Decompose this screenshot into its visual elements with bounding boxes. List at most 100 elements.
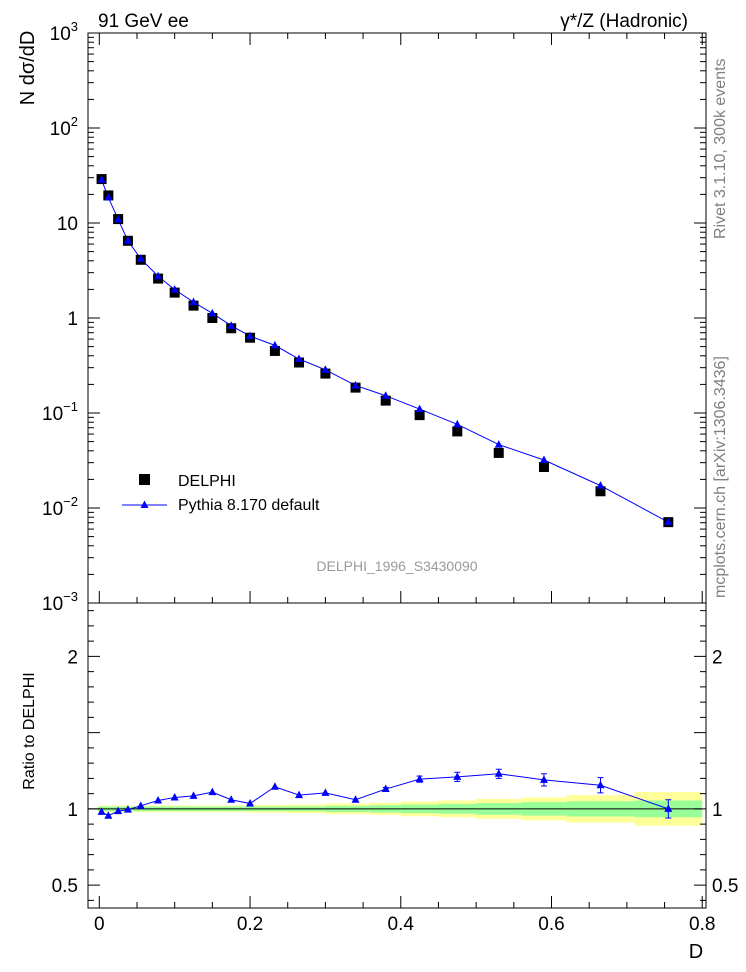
ratio-point xyxy=(208,787,217,796)
delphi-point xyxy=(414,410,425,421)
ratio-point xyxy=(246,799,255,807)
ratio-frame xyxy=(87,602,707,909)
x-axis-label: D xyxy=(689,941,703,963)
pythia-point xyxy=(381,391,390,399)
ratio-point xyxy=(114,806,123,815)
ratio-y-tick-label-right: 2 xyxy=(712,647,723,668)
ratio-point xyxy=(227,795,236,803)
ratio-line xyxy=(101,773,669,817)
legend: DELPHI Pythia 8.170 default xyxy=(122,473,320,514)
mcplots-reference-label: mcplots.cern.ch [arXiv:1306.3436] xyxy=(712,356,729,598)
ratio-x-tick-label: 0 xyxy=(94,914,105,935)
header-left: 91 GeV ee xyxy=(98,11,189,32)
main-frame xyxy=(87,32,707,604)
delphi-point xyxy=(294,357,305,368)
ratio-point xyxy=(295,790,304,799)
main-y-tick-label: 102 xyxy=(50,114,78,140)
ratio-point xyxy=(664,804,673,812)
main-y-tick-text: 10−2 xyxy=(42,494,78,520)
pythia-point xyxy=(208,308,217,317)
main-y-tick-text: 10 xyxy=(57,214,78,235)
delphi-point xyxy=(207,313,218,323)
pythia-point xyxy=(104,192,113,201)
ratio-y-tick-label-right: 1 xyxy=(712,800,723,821)
ratio-point xyxy=(189,791,198,799)
main-y-axis-label: N dσ/dD xyxy=(17,31,39,106)
ratio-point xyxy=(270,782,279,790)
legend-delphi-label: DELPHI xyxy=(178,473,236,490)
ratio-y-axis-label: Ratio to DELPHI xyxy=(21,672,38,789)
delphi-point xyxy=(538,462,549,473)
pythia-point xyxy=(596,481,605,489)
delphi-point xyxy=(595,486,606,497)
pythia-point xyxy=(494,440,503,448)
ratio-point xyxy=(97,807,106,815)
pythia-point xyxy=(97,175,106,183)
pythia-point xyxy=(453,419,462,428)
delphi-point xyxy=(452,426,463,437)
ratio-x-tick-label: 0.2 xyxy=(237,914,263,935)
main-y-tick-label: 1 xyxy=(67,309,78,330)
ratio-point xyxy=(415,774,424,783)
ratio-point xyxy=(321,788,330,796)
pythia-point xyxy=(227,321,236,329)
main-y-tick-text: 10−1 xyxy=(42,399,78,425)
pythia-point xyxy=(189,297,198,306)
pythia-point xyxy=(123,236,132,244)
ratio-point xyxy=(170,792,179,801)
ratio-panel: 2 2 1 1 0.5 0.5 0 0.2 0.4 0.6 0.8 xyxy=(52,602,738,935)
ratio-point xyxy=(154,795,163,804)
ratio-y-tick-label-right: 0.5 xyxy=(712,876,738,897)
ratio-y-tick-label-left: 1 xyxy=(67,800,78,821)
ratio-point xyxy=(136,801,145,809)
rivet-version-label: Rivet 3.1.10, 300k events xyxy=(712,58,729,239)
pythia-point xyxy=(321,365,330,373)
main-y-tick-text: 1 xyxy=(67,309,78,330)
pythia-point xyxy=(246,331,255,340)
pythia-point xyxy=(136,254,145,262)
delphi-point xyxy=(320,368,331,379)
delphi-point xyxy=(188,300,199,311)
pythia-point xyxy=(351,380,360,389)
ratio-point xyxy=(596,780,605,789)
ratio-point xyxy=(104,811,113,819)
pythia-point xyxy=(664,517,673,526)
main-y-tick-text: 10−3 xyxy=(42,589,78,615)
ratio-y-tick-label-left: 2 xyxy=(67,647,78,668)
main-y-tick-label: 103 xyxy=(50,19,78,45)
ratio-x-tick-label: 0.6 xyxy=(538,914,564,935)
ratio-y-tick-label-left: 0.5 xyxy=(52,876,78,897)
ratio-point xyxy=(123,805,132,813)
pythia-point xyxy=(170,285,179,293)
header-right: γ*/Z (Hadronic) xyxy=(560,11,688,32)
pythia-point xyxy=(270,340,279,349)
ratio-point xyxy=(453,772,462,780)
main-y-tick-label: 10 xyxy=(57,214,78,235)
pythia-point xyxy=(114,214,123,223)
ratio-point xyxy=(351,795,360,803)
pythia-point xyxy=(154,271,163,280)
main-y-tick-text: 103 xyxy=(50,19,78,45)
pythia-point xyxy=(295,354,304,363)
ratio-point xyxy=(539,775,548,783)
delphi-point xyxy=(380,395,391,406)
pythia-point xyxy=(539,455,548,464)
delphi-point xyxy=(493,447,504,458)
main-y-tick-text: 102 xyxy=(50,114,78,140)
ratio-x-tick-label: 0.8 xyxy=(689,914,715,935)
delphi-point xyxy=(269,345,280,356)
pythia-point xyxy=(415,404,424,413)
analysis-watermark: DELPHI_1996_S3430090 xyxy=(316,558,477,574)
ratio-point xyxy=(381,784,390,793)
main-y-tick-label: 10−1 xyxy=(42,399,78,425)
legend-delphi-marker xyxy=(139,474,150,485)
main-y-tick-label: 10−2 xyxy=(42,494,78,520)
main-y-tick-label: 10−3 xyxy=(42,589,78,615)
delphi-point xyxy=(169,287,180,298)
legend-pythia-marker xyxy=(140,500,149,508)
pythia-line xyxy=(101,179,669,523)
ratio-point xyxy=(494,769,503,777)
ratio-x-tick-label: 0.4 xyxy=(388,914,415,935)
